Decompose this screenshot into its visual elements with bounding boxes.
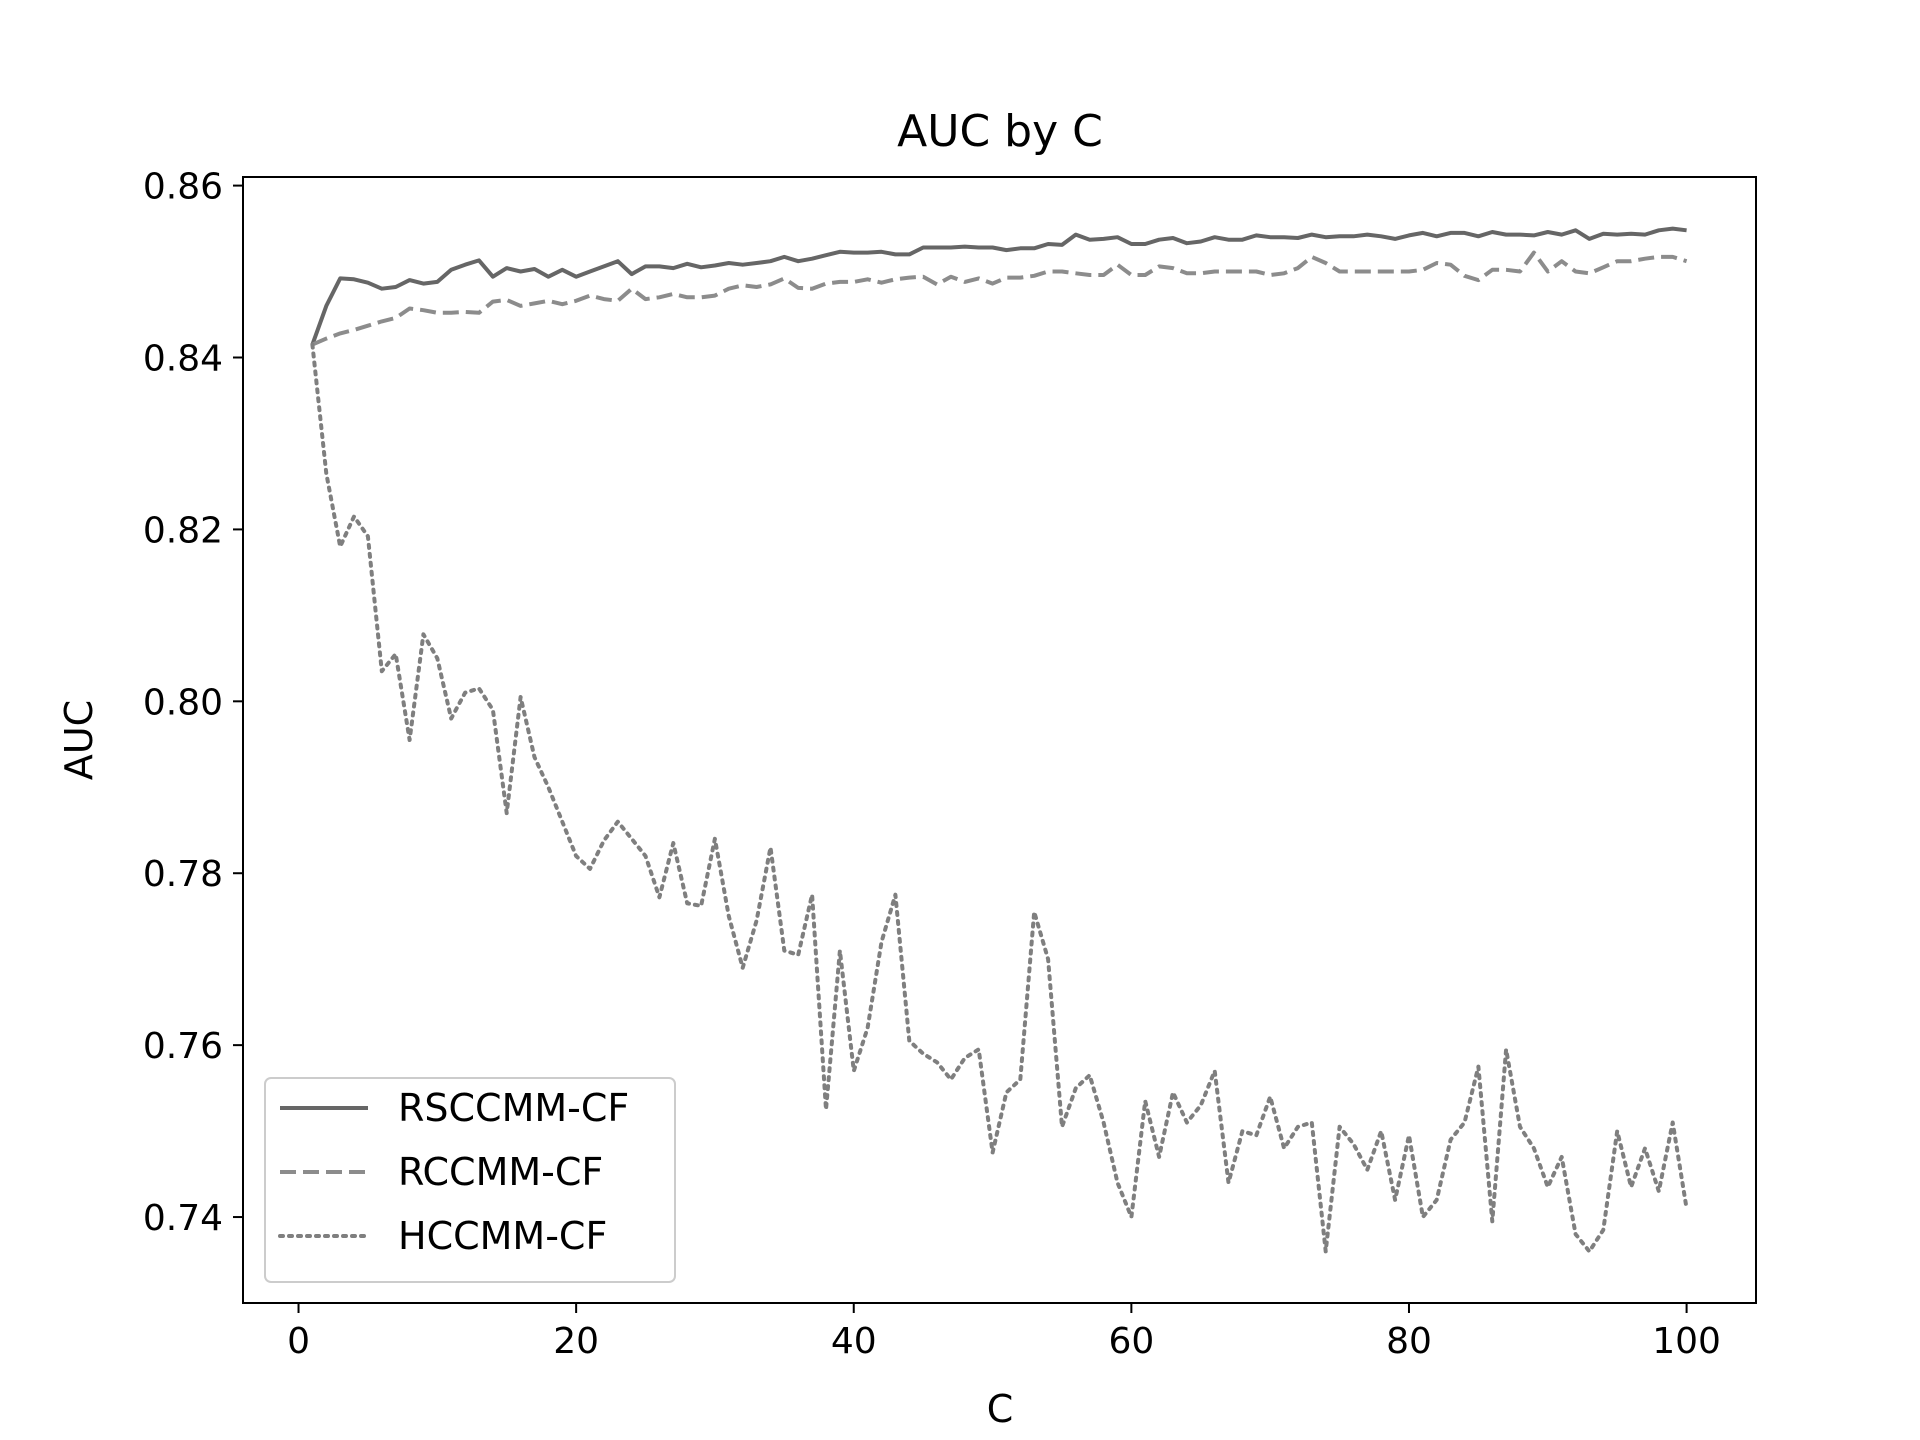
y-tick-label: 0.76 [143, 1026, 223, 1067]
y-tick-label: 0.82 [143, 510, 223, 551]
legend-label: HCCMM-CF [398, 1214, 607, 1258]
plot-frame [242, 176, 1757, 1304]
series-line-rsccmm-cf [310, 226, 1687, 346]
y-tick-label: 0.80 [143, 682, 223, 723]
x-tick-label: 60 [1108, 1321, 1154, 1362]
legend-label: RCCMM-CF [398, 1150, 603, 1194]
legend: RSCCMM-CF RCCMM-CF HCCMM-CF [264, 1077, 676, 1283]
y-axis: 0.74 0.76 0.78 0.80 0.82 0.84 0.86 [143, 167, 243, 1239]
series-group [310, 226, 1689, 1254]
chart-title: AUC by C [897, 106, 1103, 157]
series-line-hccmm-cf [310, 342, 1689, 1254]
legend-label: RSCCMM-CF [398, 1086, 629, 1130]
x-tick-label: 20 [553, 1321, 599, 1362]
series-line-rccmm-cf [311, 250, 1688, 347]
legend-box [264, 1077, 676, 1283]
x-tick-label: 80 [1386, 1321, 1432, 1362]
x-tick-label: 40 [831, 1321, 877, 1362]
x-axis-label: C [987, 1387, 1014, 1431]
x-tick-label: 0 [287, 1321, 310, 1362]
x-tick-label: 100 [1652, 1321, 1721, 1362]
y-tick-label: 0.78 [143, 854, 223, 895]
y-axis-label: AUC [57, 700, 101, 780]
y-tick-label: 0.84 [143, 339, 223, 380]
y-tick-label: 0.74 [143, 1198, 223, 1239]
y-tick-label: 0.86 [143, 167, 223, 208]
x-axis: 0 20 40 60 80 100 [287, 1303, 1721, 1362]
